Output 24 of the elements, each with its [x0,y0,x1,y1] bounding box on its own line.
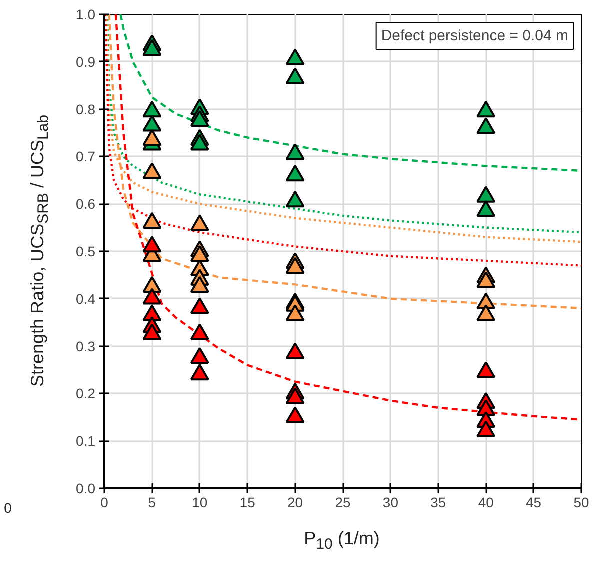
x-tick-label: 0 [100,494,109,510]
y-tick-label: 0.7 [76,148,96,165]
x-tick-label: 50 [574,494,590,510]
text: Defect persistence = 0.04 m [381,28,569,44]
x-tick-label: 25 [335,494,351,510]
x-tick-label: 40 [478,494,494,510]
x-tick-label: 35 [430,494,446,510]
y-tick-label: 0.2 [76,386,96,402]
y-tick-label: 0.3 [76,338,96,354]
y-tick-label: 0.9 [76,54,96,70]
y-tick-label: 0.8 [76,101,96,118]
x-tick-label: 30 [382,494,399,510]
x-axis-title: P$_{10}$ (1/m) [304,528,380,556]
x-tick-label: 45 [526,494,542,510]
y-tick-label: 1.0 [76,6,96,22]
y-tick-label: 0.4 [76,290,96,307]
x-tick-label: 10 [192,494,208,510]
y-tick-label: 0.0 [76,480,96,496]
x-tick-label: 15 [240,494,256,510]
x-tick-label: 20 [288,494,304,510]
y-tick-label: 0.5 [76,244,96,260]
y-tick-label: 0.1 [76,433,96,450]
y-tick-label: 0.6 [76,196,96,212]
x-tick-label: 5 [148,494,156,510]
